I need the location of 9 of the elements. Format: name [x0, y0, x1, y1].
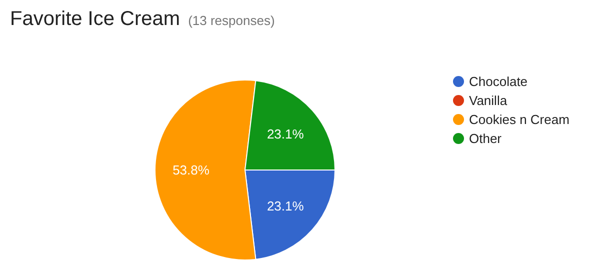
data-label: 23.1% [266, 198, 304, 214]
legend-label: Vanilla [469, 93, 508, 108]
legend-label: Chocolate [469, 74, 528, 89]
legend-label: Cookies n Cream [469, 112, 570, 127]
data-label: 23.1% [266, 126, 304, 142]
chart-title: Favorite Ice Cream [10, 8, 180, 30]
data-label: 53.8% [172, 162, 210, 178]
chart-subtitle: (13 responses) [188, 13, 275, 28]
legend-label: Other [469, 131, 502, 146]
